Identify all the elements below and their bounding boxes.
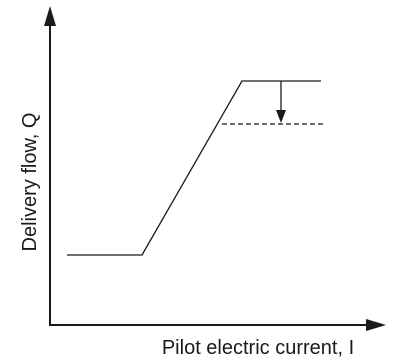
x-axis (50, 319, 386, 331)
y-axis (44, 6, 56, 326)
y-axis-label: Delivery flow, Q (19, 113, 41, 252)
x-axis-arrowhead (366, 319, 386, 331)
x-axis-label: Pilot electric current, I (162, 337, 354, 359)
y-axis-arrowhead (44, 6, 56, 26)
flow-reduction-arrow (276, 81, 286, 123)
flow-characteristic-curve (67, 80, 321, 256)
